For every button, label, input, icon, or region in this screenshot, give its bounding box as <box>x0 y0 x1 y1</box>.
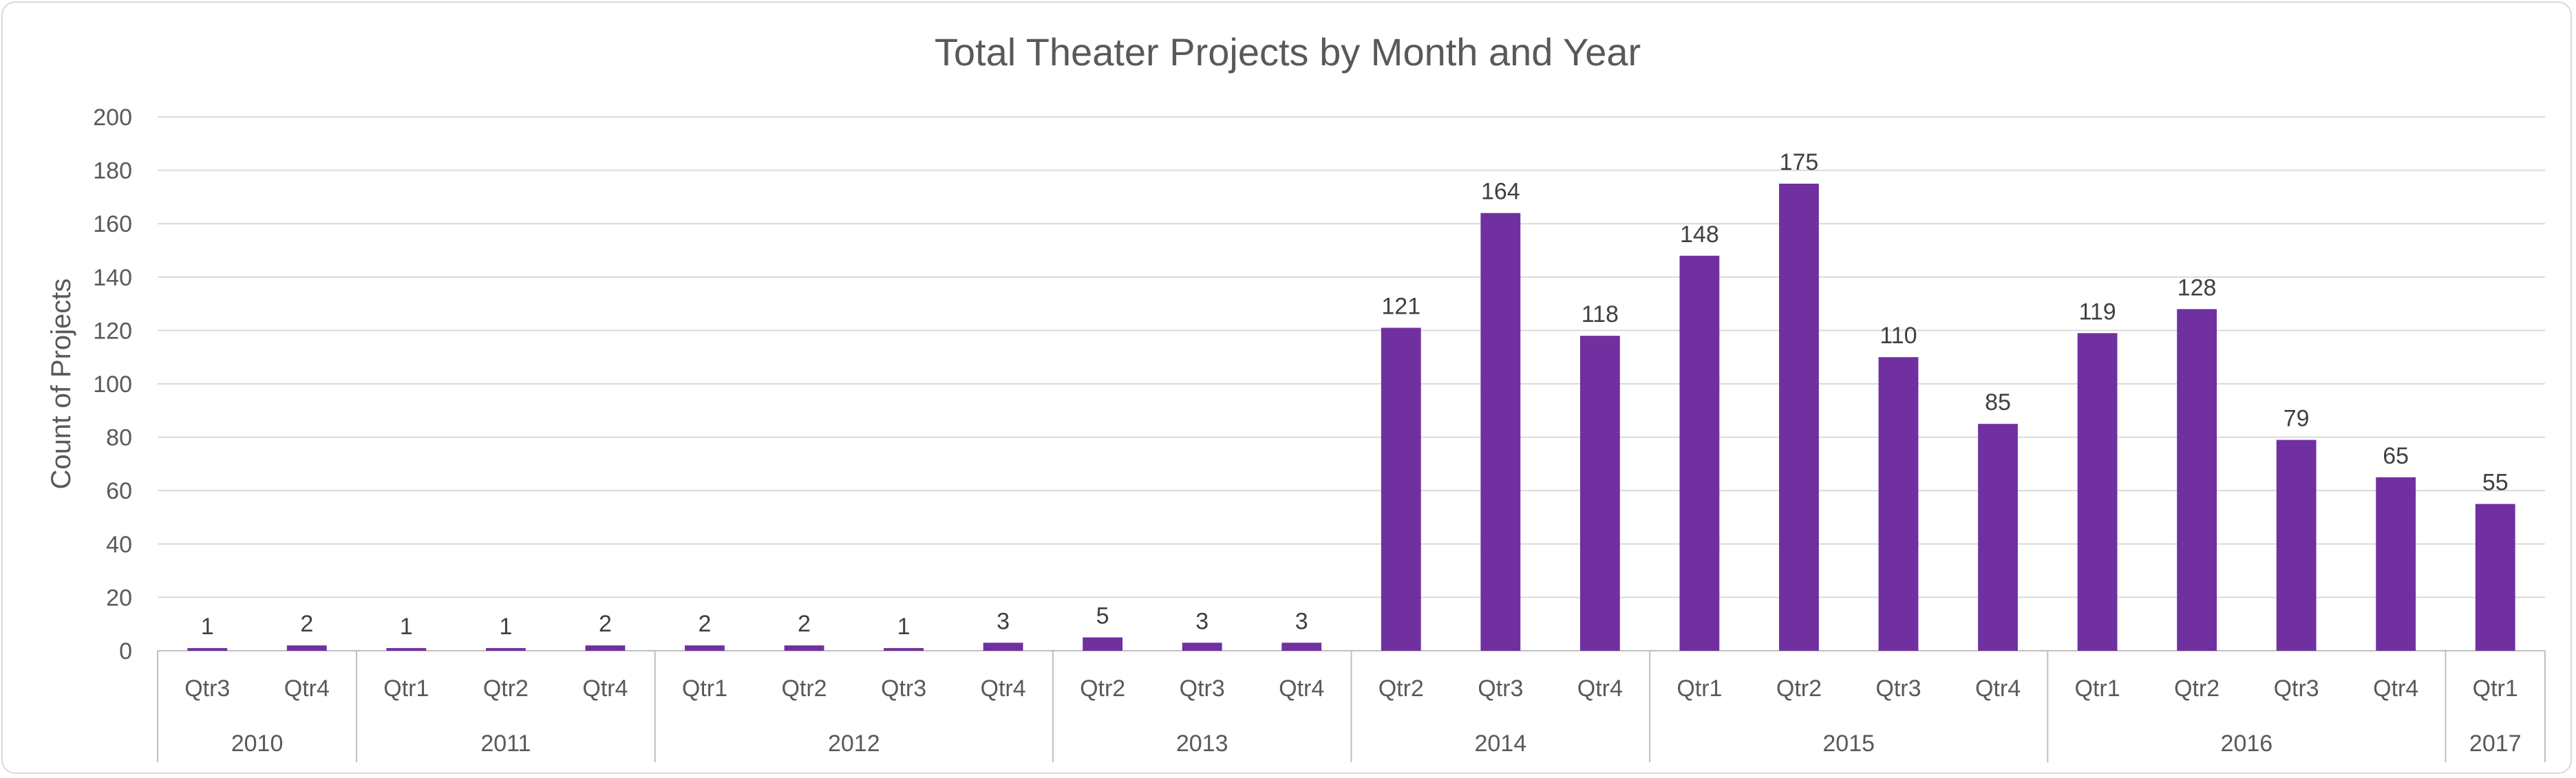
x-tick-label: Qtr3 <box>1478 676 1523 702</box>
bar <box>1480 213 1521 651</box>
data-label: 148 <box>1680 221 1719 248</box>
y-tick-label: 20 <box>106 585 132 611</box>
y-tick-label: 200 <box>93 105 132 131</box>
y-tick-label: 160 <box>93 211 132 237</box>
data-label: 5 <box>1096 603 1109 629</box>
x-tick-label: Qtr2 <box>483 676 529 702</box>
chart-title: Total Theater Projects by Month and Year <box>935 30 1641 74</box>
year-label: 2012 <box>828 731 880 757</box>
bar <box>1978 424 2018 651</box>
data-label: 55 <box>2482 470 2509 496</box>
bar <box>1878 357 1919 651</box>
y-tick-label: 120 <box>93 318 132 344</box>
bar <box>585 645 626 651</box>
y-axis-label: Count of Projects <box>46 279 76 490</box>
data-label: 65 <box>2383 443 2409 469</box>
y-tick-label: 140 <box>93 265 132 291</box>
x-tick-label: Qtr2 <box>1776 676 1822 702</box>
x-tick-label: Qtr1 <box>1676 676 1722 702</box>
data-label: 1 <box>897 614 911 640</box>
data-label: 121 <box>1381 294 1420 320</box>
year-label: 2011 <box>480 731 531 757</box>
bar <box>983 642 1023 651</box>
y-tick-label: 0 <box>119 638 132 664</box>
y-tick-label: 60 <box>106 478 132 504</box>
x-tick-label: Qtr4 <box>284 676 330 702</box>
y-tick-label: 80 <box>106 425 132 451</box>
bar <box>884 648 924 651</box>
x-tick-label: Qtr3 <box>2274 676 2319 702</box>
x-tick-label: Qtr2 <box>2174 676 2220 702</box>
x-tick-label: Qtr1 <box>682 676 727 702</box>
data-label: 3 <box>997 608 1010 634</box>
bar <box>2376 477 2416 651</box>
x-axis: Qtr3 Qtr4 Qtr1 Qtr2 Qtr4 Qtr1 Qtr2 Qtr3 Qtr4 Qtr2… <box>157 651 2546 762</box>
x-tick-label: Qtr1 <box>2075 676 2120 702</box>
x-tick-label: Qtr2 <box>781 676 827 702</box>
data-label: 85 <box>1985 389 2011 415</box>
bar <box>2177 309 2217 651</box>
data-labels: 1 2 1 1 2 2 2 1 3 5 3 31211641181481751108511912879… <box>201 149 2509 640</box>
x-tick-label: Qtr3 <box>881 676 926 702</box>
bar <box>386 648 427 651</box>
x-tick-label: Qtr4 <box>2373 676 2418 702</box>
x-tick-label: Qtr2 <box>1379 676 1424 702</box>
bar <box>2475 504 2515 651</box>
x-tick-label: Qtr4 <box>1577 676 1623 702</box>
year-label: 2013 <box>1176 731 1228 757</box>
x-tick-label: Qtr1 <box>383 676 429 702</box>
x-tick-label: Qtr4 <box>582 676 628 702</box>
data-label: 110 <box>1880 323 1917 349</box>
x-tick-label: Qtr3 <box>184 676 230 702</box>
x-tick-label: Qtr3 <box>1180 676 1225 702</box>
bar <box>784 645 824 651</box>
bar <box>1679 255 1720 651</box>
year-label: 2010 <box>231 731 284 757</box>
bar <box>286 645 327 651</box>
data-label: 2 <box>599 611 612 637</box>
bars <box>187 184 2515 651</box>
x-tick-label: Qtr1 <box>2473 676 2518 702</box>
y-axis-ticks: 0 20 40 60 80 100 120 140 160 180 200 <box>93 105 132 664</box>
y-tick-label: 100 <box>93 371 132 398</box>
y-tick-label: 40 <box>106 532 132 558</box>
data-label: 175 <box>1780 149 1819 175</box>
data-label: 1 <box>499 614 512 640</box>
data-label: 3 <box>1195 608 1209 634</box>
data-label: 119 <box>2078 299 2116 325</box>
x-tick-label: Qtr4 <box>1279 676 1324 702</box>
y-tick-label: 180 <box>93 158 132 184</box>
data-label: 118 <box>1582 301 1619 327</box>
year-label: 2017 <box>2469 731 2522 757</box>
x-tick-label: Qtr4 <box>1975 676 2021 702</box>
bar <box>485 648 526 651</box>
data-label: 1 <box>201 614 214 640</box>
x-tick-label: Qtr4 <box>981 676 1026 702</box>
bar <box>1281 642 1322 651</box>
data-label: 79 <box>2284 405 2310 431</box>
data-label: 164 <box>1481 179 1520 205</box>
bar <box>1779 184 1819 651</box>
bar <box>1182 642 1222 651</box>
data-label: 2 <box>699 611 712 637</box>
gridlines <box>158 116 2545 651</box>
x-tick-label: Qtr2 <box>1080 676 1125 702</box>
data-label: 128 <box>2178 274 2217 301</box>
data-label: 1 <box>400 614 413 640</box>
year-label: 2014 <box>1474 731 1526 757</box>
bar <box>1579 336 1620 651</box>
data-label: 3 <box>1295 608 1308 634</box>
x-tick-label: Qtr3 <box>1875 676 1921 702</box>
bar <box>1083 637 1123 651</box>
bar <box>1381 327 1421 651</box>
data-label: 2 <box>300 611 313 637</box>
year-label: 2016 <box>2221 731 2273 757</box>
bar <box>2276 440 2317 651</box>
bar <box>685 645 725 651</box>
year-label: 2015 <box>1822 731 1875 757</box>
data-label: 2 <box>798 611 811 637</box>
bar <box>2077 333 2118 651</box>
bar <box>187 648 228 651</box>
